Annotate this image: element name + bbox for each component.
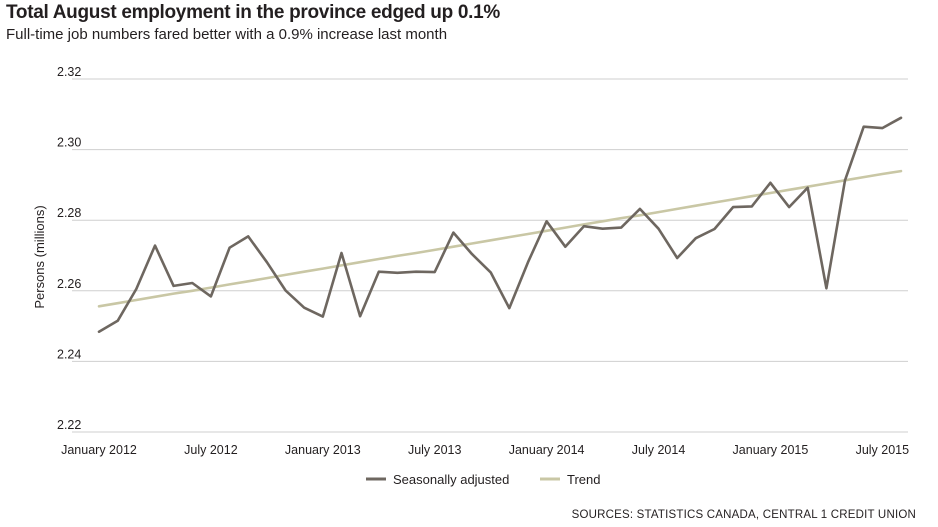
y-tick-label: 2.28 xyxy=(57,206,81,220)
gridlines xyxy=(72,78,908,433)
x-tick-label: July 2012 xyxy=(184,443,238,457)
x-tick-label: January 2013 xyxy=(285,443,361,457)
y-tick-label: 2.30 xyxy=(57,136,81,150)
chart-subtitle: Full-time job numbers fared better with … xyxy=(6,26,448,43)
x-tick-label: July 2013 xyxy=(408,443,462,457)
x-tick-label: January 2014 xyxy=(509,443,585,457)
y-axis-label: Persons (millions) xyxy=(32,205,47,308)
source-note: SOURCES: STATISTICS CANADA, CENTRAL 1 CR… xyxy=(571,509,916,521)
seasonally-adjusted-line xyxy=(97,116,903,334)
x-tick-label: January 2012 xyxy=(61,443,137,457)
y-tick-label: 2.24 xyxy=(57,347,81,361)
legend-item-seasonally-adjusted: Seasonally adjusted xyxy=(366,472,509,487)
x-tick-label: July 2014 xyxy=(632,443,686,457)
y-tick-label: 2.32 xyxy=(57,65,81,79)
legend-label: Trend xyxy=(567,472,600,487)
x-tick-labels: January 2012 July 2012 January 2013 July 20… xyxy=(61,443,909,457)
legend-item-trend: Trend xyxy=(540,472,600,487)
trend-line xyxy=(97,169,903,308)
y-tick-label: 2.26 xyxy=(57,277,81,291)
series-lines xyxy=(97,116,903,334)
chart-title: Total August employment in the province … xyxy=(6,2,500,23)
legend-label: Seasonally adjusted xyxy=(393,472,509,487)
x-tick-label: July 2015 xyxy=(856,443,910,457)
legend: Seasonally adjusted Trend xyxy=(366,472,600,487)
y-tick-label: 2.22 xyxy=(57,418,81,432)
y-tick-labels: 2.32 2.30 2.28 2.26 2.24 2.22 xyxy=(57,65,81,432)
x-tick-label: January 2015 xyxy=(733,443,809,457)
